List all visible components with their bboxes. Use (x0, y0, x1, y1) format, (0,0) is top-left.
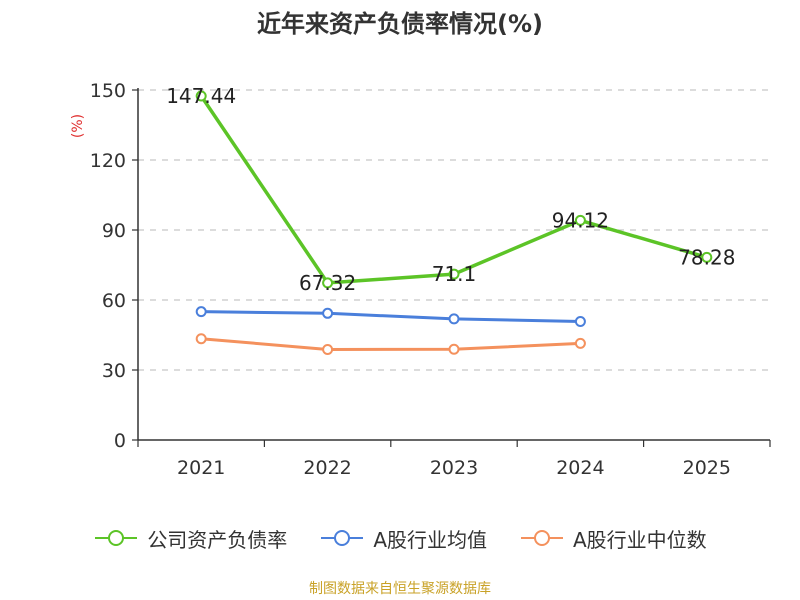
legend-label: A股行业均值 (373, 527, 487, 552)
x-tick-label: 2024 (556, 457, 604, 479)
legend-item-company[interactable]: 公司资产负债率 (93, 524, 287, 553)
data-point (195, 333, 207, 345)
chart-title: 近年来资产负债率情况(%) (257, 10, 543, 38)
y-tick-labels: 0 30 60 90 120 150 (90, 80, 126, 452)
data-labels: 147.44 67.32 71.1 94.12 78.28 (166, 84, 735, 295)
data-point (448, 313, 460, 325)
legend: 公司资产负债率 A股行业均值 A股行业中位数 (0, 520, 800, 556)
y-tick-label: 0 (114, 430, 126, 452)
data-point (574, 315, 586, 327)
y-axis-unit-label: (%) (70, 114, 86, 138)
legend-marker-icon (95, 530, 138, 546)
legend-marker-icon (321, 530, 364, 546)
y-tick-label: 30 (102, 360, 126, 382)
data-point (322, 277, 334, 289)
legend-label: A股行业中位数 (573, 527, 707, 552)
source-note: 制图数据来自恒生聚源数据库 (309, 581, 491, 597)
legend-marker-icon (521, 530, 563, 546)
data-point (448, 268, 460, 280)
data-point (195, 90, 207, 102)
series-line-3 (201, 337, 581, 351)
gridlines (138, 89, 770, 371)
data-label: 71.1 (432, 262, 477, 286)
x-tick-label: 2023 (430, 457, 478, 479)
data-point (448, 343, 460, 355)
legend-label: 公司资产负债率 (147, 527, 288, 552)
data-point (195, 306, 207, 318)
series-points (195, 90, 713, 355)
data-label: 78.28 (678, 245, 735, 269)
data-point (574, 214, 586, 226)
data-point (574, 337, 586, 349)
legend-item-industry-mean[interactable]: A股行业均值 (319, 524, 487, 553)
y-tick-label: 150 (90, 80, 126, 102)
data-point (322, 343, 334, 355)
data-point (701, 251, 713, 263)
data-label: 147.44 (166, 84, 236, 108)
x-tick-label: 2025 (683, 457, 731, 479)
data-point (322, 307, 334, 319)
y-tick-label: 120 (90, 150, 126, 172)
y-tick-label: 60 (102, 290, 126, 312)
axes (132, 88, 771, 447)
x-tick-label: 2021 (177, 457, 225, 479)
x-tick-label: 2022 (303, 457, 351, 479)
series-line-1 (199, 94, 708, 285)
legend-item-industry-median[interactable]: A股行业中位数 (519, 524, 707, 553)
data-label: 94.12 (552, 208, 609, 232)
x-tick-labels: 2021 2022 2023 2024 2025 (177, 457, 731, 479)
y-tick-label: 90 (102, 220, 126, 242)
series-lines (199, 94, 708, 351)
series-line-2 (201, 310, 581, 323)
data-label: 67.32 (299, 271, 356, 295)
